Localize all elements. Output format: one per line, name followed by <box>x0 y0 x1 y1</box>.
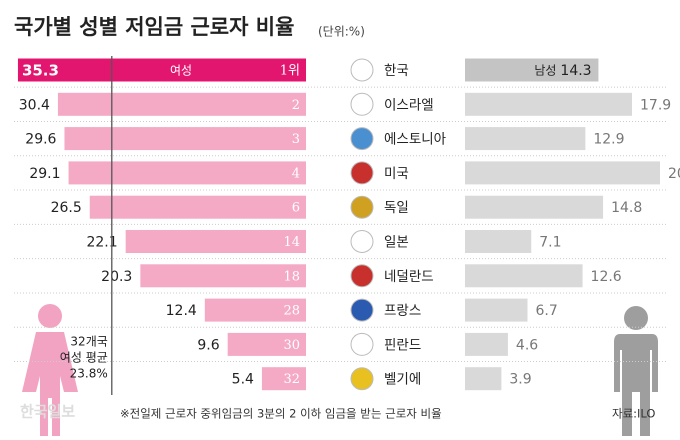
rank-label: 28 <box>283 304 300 319</box>
male-bar <box>465 230 532 253</box>
source: 자료:ILO <box>612 407 655 421</box>
female-bar <box>17 58 307 82</box>
male-figure <box>614 306 658 436</box>
male-bar <box>465 298 528 322</box>
male-value-label: 12.9 <box>593 132 624 148</box>
male-bar <box>465 264 583 288</box>
average-label: 32개국 <box>70 335 107 349</box>
footnote: ※전일제 근로자 중위임금의 3분의 2 이하 임금을 받는 근로자 비율 <box>120 407 442 421</box>
chart-title: 국가별 성별 저임금 근로자 비율 <box>14 15 294 39</box>
legend-label: 남성 <box>534 64 556 78</box>
female-value-label: 30.4 <box>19 97 50 113</box>
female-bar <box>89 195 306 219</box>
watermark: 한국일보 <box>20 403 75 421</box>
rank-label: 2 <box>292 98 300 113</box>
female-bar <box>204 298 306 322</box>
female-bar <box>57 92 306 116</box>
female-figure <box>22 304 78 436</box>
rank-label: 14 <box>283 235 300 250</box>
category-label: 미국 <box>384 166 409 182</box>
male-bar <box>465 367 502 391</box>
male-bar <box>465 127 586 151</box>
male-value-label: 12.6 <box>591 269 622 285</box>
female-value-label: 12.4 <box>166 303 197 319</box>
female-value-label: 35.3 <box>22 62 59 80</box>
rank-label: 4 <box>292 166 300 181</box>
female-bar <box>227 332 306 356</box>
category-label: 네덜란드 <box>384 269 434 285</box>
female-value-label: 20.3 <box>101 269 132 285</box>
female-bar <box>125 230 306 253</box>
unit-label: (단위:%) <box>318 25 365 39</box>
female-value-label: 5.4 <box>232 372 254 388</box>
rank-label: 32 <box>283 372 300 387</box>
female-value-label: 22.1 <box>86 235 117 251</box>
average-label: 여성 평균 <box>60 351 108 365</box>
legend-label: 여성 <box>170 64 192 78</box>
female-value-label: 26.5 <box>51 200 82 216</box>
female-bar <box>261 367 306 391</box>
category-label: 핀란드 <box>384 337 421 353</box>
flag <box>350 332 374 356</box>
rank-label: 3 <box>292 132 300 147</box>
category-label: 벨기에 <box>384 372 421 388</box>
category-label: 프랑스 <box>384 303 421 319</box>
female-bar <box>140 264 306 288</box>
flag <box>350 161 374 185</box>
flag <box>350 298 374 322</box>
category-label: 독일 <box>384 200 409 216</box>
rank-label: 18 <box>283 269 300 284</box>
flag <box>350 367 374 391</box>
rank-label: 30 <box>283 338 300 353</box>
male-bar <box>465 161 660 185</box>
flag <box>350 92 374 116</box>
rank-label: 1위 <box>280 64 300 79</box>
flag <box>350 230 374 253</box>
male-value-label: 20.9 <box>668 166 680 182</box>
flag <box>350 127 374 151</box>
male-value-label: 14.8 <box>611 200 642 216</box>
male-value-label: 6.7 <box>536 303 558 319</box>
category-label: 이스라엘 <box>384 97 434 113</box>
male-value-label: 17.9 <box>640 97 671 113</box>
average-value-label: 23.8% <box>70 367 108 381</box>
male-value-label: 7.1 <box>539 235 561 251</box>
male-bar <box>465 332 508 356</box>
female-value-label: 29.1 <box>29 166 60 182</box>
category-label: 일본 <box>384 235 409 251</box>
male-bar <box>465 92 633 116</box>
male-bar <box>465 58 599 82</box>
male-value-label: 4.6 <box>516 337 538 353</box>
female-bar <box>68 161 306 185</box>
category-label: 한국 <box>384 63 409 79</box>
male-bar <box>465 195 604 219</box>
male-value-label: 14.3 <box>560 63 591 79</box>
flag <box>350 195 374 219</box>
male-value-label: 3.9 <box>509 372 531 388</box>
flag <box>350 58 374 82</box>
female-bar <box>64 127 307 151</box>
female-value-label: 9.6 <box>197 337 219 353</box>
rank-label: 6 <box>292 201 300 216</box>
flag <box>350 264 374 288</box>
female-value-label: 29.6 <box>25 132 56 148</box>
category-label: 에스토니아 <box>384 132 447 148</box>
